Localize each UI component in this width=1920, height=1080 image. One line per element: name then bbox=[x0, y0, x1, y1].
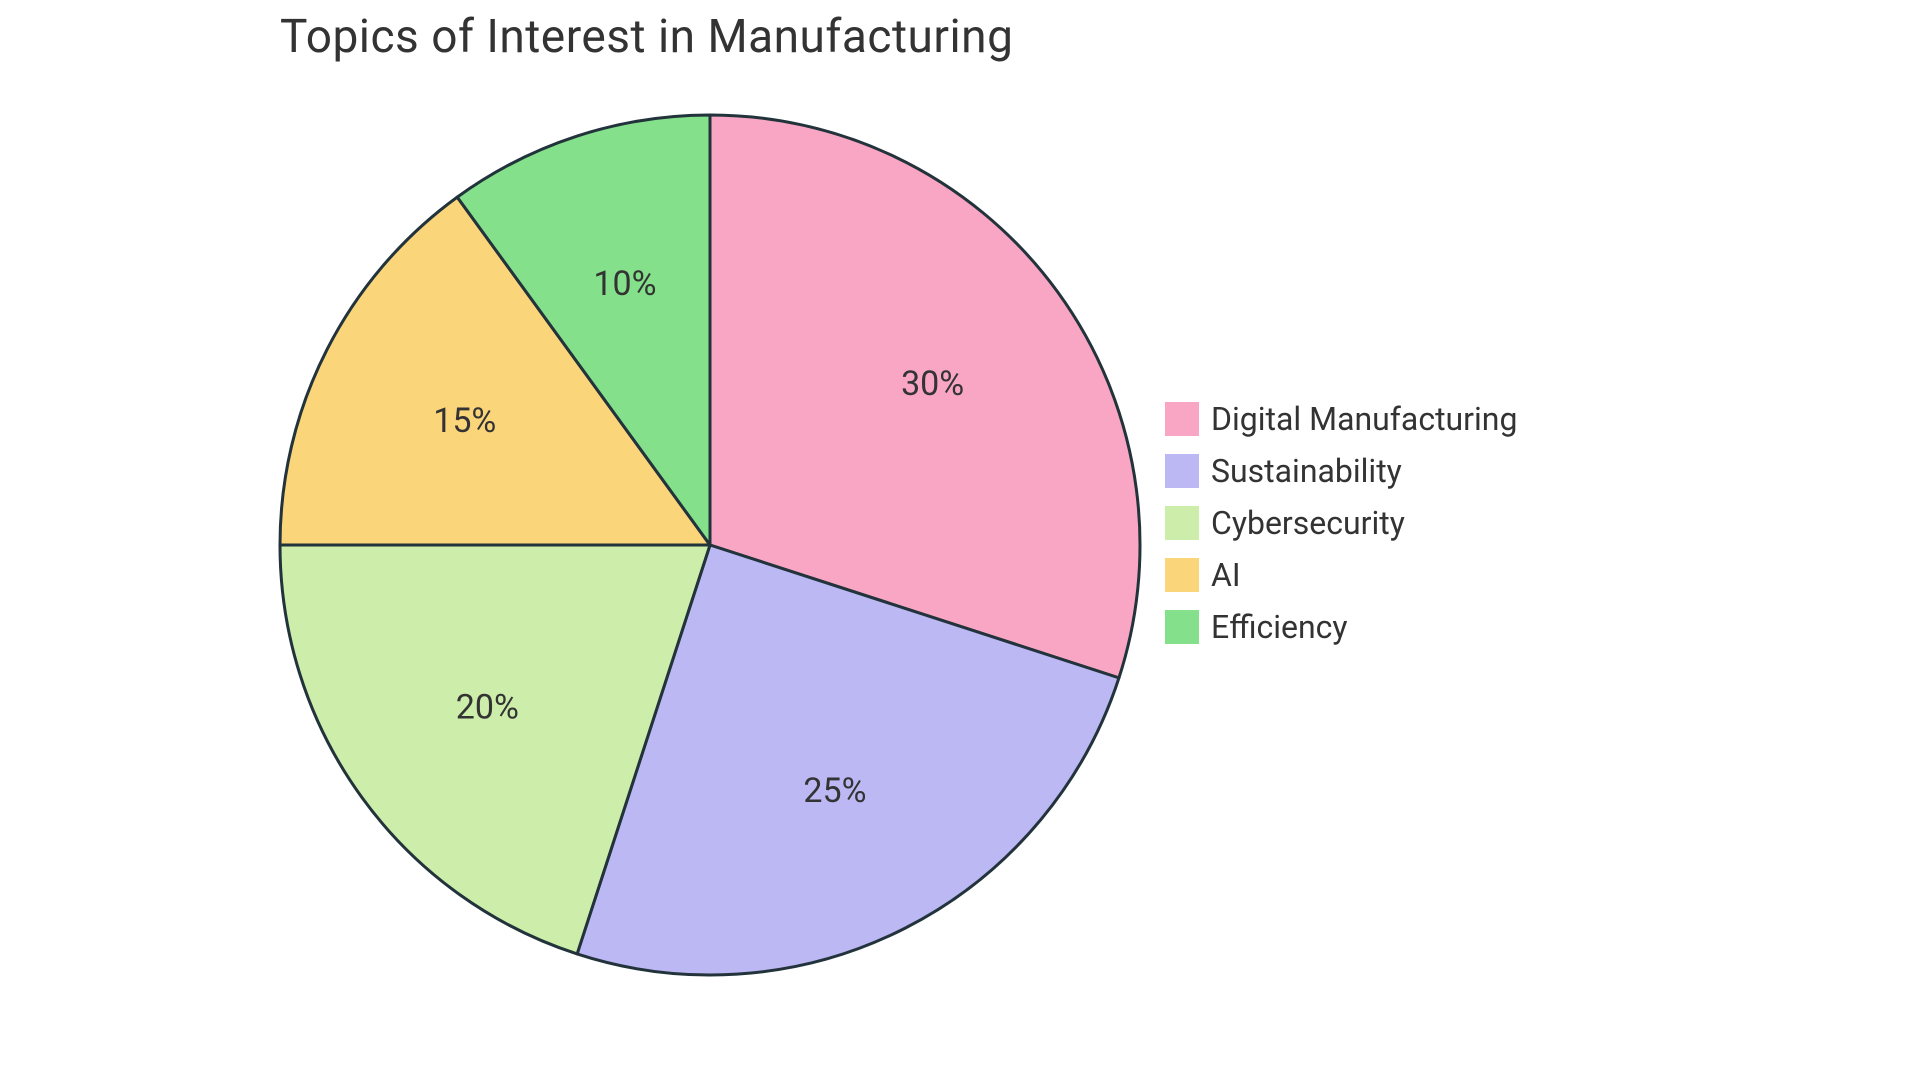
legend-item[interactable]: AI bbox=[1165, 556, 1517, 594]
legend-item[interactable]: Sustainability bbox=[1165, 452, 1517, 490]
legend-label: Cybersecurity bbox=[1211, 504, 1405, 542]
slice-label: 15% bbox=[433, 401, 496, 441]
pie-chart-svg: 30% 25% 20% 15% 10% bbox=[260, 95, 1160, 995]
slice-label: 20% bbox=[456, 688, 519, 728]
legend-swatch bbox=[1165, 610, 1199, 644]
legend-label: Efficiency bbox=[1211, 608, 1348, 646]
legend-swatch bbox=[1165, 558, 1199, 592]
pie-chart-container: Topics of Interest in Manufacturing 30% 2… bbox=[0, 0, 1920, 1080]
legend-item[interactable]: Efficiency bbox=[1165, 608, 1517, 646]
legend-swatch bbox=[1165, 454, 1199, 488]
slice-label: 10% bbox=[593, 264, 656, 304]
legend: Digital Manufacturing Sustainability Cyber… bbox=[1165, 400, 1517, 646]
legend-label: Sustainability bbox=[1211, 452, 1402, 490]
legend-swatch bbox=[1165, 506, 1199, 540]
legend-label: AI bbox=[1211, 556, 1241, 594]
legend-item[interactable]: Digital Manufacturing bbox=[1165, 400, 1517, 438]
legend-item[interactable]: Cybersecurity bbox=[1165, 504, 1517, 542]
slice-label: 25% bbox=[803, 771, 866, 811]
legend-label: Digital Manufacturing bbox=[1211, 400, 1517, 438]
legend-swatch bbox=[1165, 402, 1199, 436]
chart-title: Topics of Interest in Manufacturing bbox=[280, 10, 1013, 64]
slice-label: 30% bbox=[901, 364, 964, 404]
